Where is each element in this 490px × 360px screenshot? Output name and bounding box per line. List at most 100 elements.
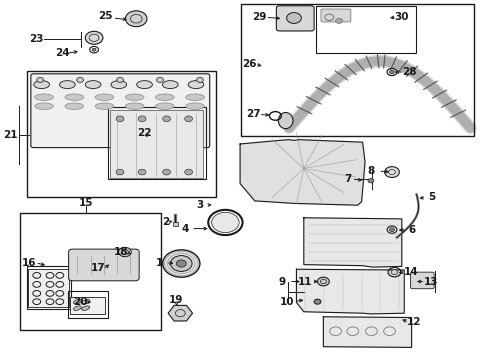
Circle shape [336, 18, 343, 23]
FancyBboxPatch shape [69, 249, 139, 281]
Bar [316, 6, 416, 53]
Circle shape [138, 116, 146, 122]
Circle shape [185, 116, 193, 122]
Circle shape [156, 77, 163, 82]
Circle shape [212, 212, 239, 233]
Text: 13: 13 [424, 276, 439, 287]
Circle shape [125, 11, 147, 27]
Circle shape [92, 48, 96, 51]
Circle shape [390, 228, 394, 231]
Circle shape [390, 70, 394, 74]
Text: 5: 5 [429, 192, 436, 202]
Circle shape [37, 77, 44, 82]
Ellipse shape [155, 94, 174, 100]
Text: 9: 9 [278, 276, 285, 287]
Ellipse shape [125, 103, 144, 109]
Polygon shape [240, 140, 365, 205]
Bar [68, 291, 108, 318]
Circle shape [196, 77, 203, 82]
Bar [70, 297, 105, 314]
Circle shape [391, 270, 398, 275]
Bar [27, 266, 71, 309]
Ellipse shape [74, 300, 81, 304]
Text: 4: 4 [181, 224, 189, 234]
Ellipse shape [95, 94, 114, 100]
Circle shape [185, 169, 193, 175]
Ellipse shape [137, 81, 152, 89]
Circle shape [119, 247, 131, 257]
Ellipse shape [85, 81, 101, 89]
Text: 1: 1 [156, 258, 163, 268]
Circle shape [287, 13, 301, 23]
Text: 2: 2 [162, 217, 169, 228]
Text: 15: 15 [78, 198, 93, 208]
Circle shape [368, 179, 374, 183]
Text: 27: 27 [246, 109, 261, 120]
Text: 7: 7 [344, 174, 352, 184]
Text: 16: 16 [22, 258, 37, 268]
Ellipse shape [186, 103, 204, 109]
FancyBboxPatch shape [31, 74, 210, 148]
Circle shape [385, 167, 399, 177]
Ellipse shape [82, 306, 90, 310]
Text: 10: 10 [279, 297, 294, 307]
Ellipse shape [155, 103, 174, 109]
Text: 17: 17 [91, 263, 105, 273]
Bar [27, 71, 216, 197]
Ellipse shape [186, 94, 204, 100]
Text: 28: 28 [402, 67, 416, 77]
Bar [110, 110, 203, 178]
Circle shape [314, 299, 321, 304]
Bar [28, 269, 69, 307]
Text: 14: 14 [404, 267, 419, 277]
Text: 11: 11 [297, 276, 312, 287]
Ellipse shape [278, 112, 293, 129]
FancyBboxPatch shape [411, 272, 434, 289]
FancyBboxPatch shape [276, 6, 314, 31]
Text: 29: 29 [252, 12, 267, 22]
Bar [108, 107, 206, 179]
Text: 18: 18 [114, 247, 129, 257]
Bar [20, 213, 161, 330]
Circle shape [176, 260, 186, 267]
Text: 6: 6 [408, 225, 415, 235]
Text: 8: 8 [368, 166, 375, 176]
Circle shape [163, 250, 200, 277]
Circle shape [318, 277, 329, 286]
Text: 30: 30 [394, 12, 409, 22]
Text: 20: 20 [74, 297, 88, 307]
Circle shape [117, 77, 123, 82]
Ellipse shape [74, 306, 81, 310]
Circle shape [116, 116, 124, 122]
Polygon shape [296, 269, 404, 314]
Circle shape [116, 169, 124, 175]
Circle shape [171, 256, 192, 271]
Ellipse shape [95, 103, 114, 109]
Ellipse shape [65, 103, 84, 109]
Ellipse shape [125, 94, 144, 100]
Ellipse shape [35, 103, 53, 109]
Polygon shape [323, 317, 412, 347]
Text: 23: 23 [29, 34, 44, 44]
Text: 21: 21 [3, 130, 18, 140]
Text: 26: 26 [242, 59, 256, 69]
Text: 22: 22 [137, 128, 152, 138]
Ellipse shape [35, 94, 53, 100]
Ellipse shape [188, 81, 204, 89]
Circle shape [76, 77, 83, 82]
Polygon shape [304, 218, 402, 267]
Ellipse shape [163, 81, 178, 89]
Circle shape [163, 169, 171, 175]
Ellipse shape [34, 81, 49, 89]
Text: 25: 25 [98, 11, 113, 21]
Ellipse shape [111, 81, 126, 89]
Ellipse shape [60, 81, 75, 89]
Text: 24: 24 [55, 48, 70, 58]
Text: 3: 3 [196, 200, 203, 210]
Text: 19: 19 [169, 294, 184, 305]
Ellipse shape [82, 300, 90, 304]
Bar [173, 222, 178, 226]
Ellipse shape [65, 94, 84, 100]
Text: 12: 12 [407, 317, 421, 327]
Bar [241, 4, 474, 136]
